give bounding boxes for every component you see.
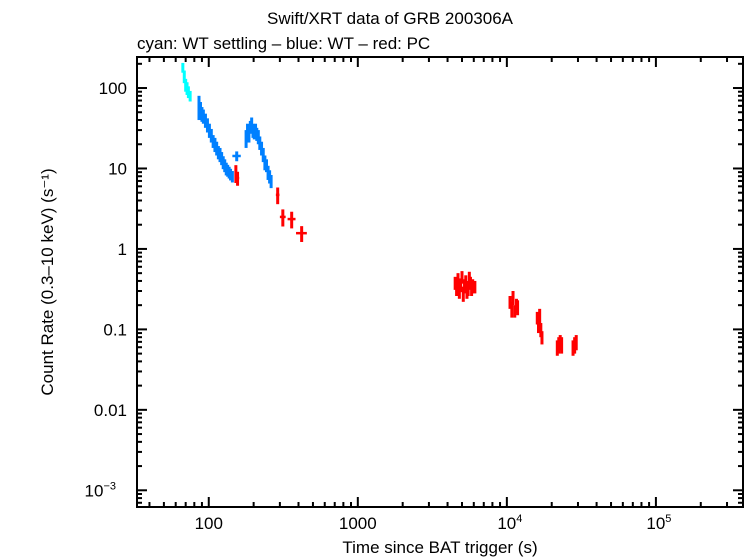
- y-tick-label: 10−3: [85, 480, 116, 500]
- data-point: [205, 118, 209, 133]
- y-tick-label: 1: [118, 240, 127, 259]
- data-point: [511, 291, 515, 306]
- data-point: [471, 279, 475, 294]
- x-tick-label: 100: [195, 514, 223, 533]
- data-point: [188, 90, 192, 102]
- data-marks: [181, 62, 578, 356]
- y-tick-label: 0.1: [103, 320, 127, 339]
- tick-labels: 100 1000 104 105 100 10 1 0.1 0.01 10−3: [85, 79, 672, 533]
- data-point: [540, 331, 544, 345]
- series-pc: [234, 165, 578, 356]
- x-tick-label: 1000: [339, 514, 377, 533]
- data-point: [516, 300, 520, 316]
- y-tick-label: 0.01: [94, 401, 127, 420]
- chart-title: Swift/XRT data of GRB 200306A: [267, 9, 514, 28]
- data-point: [473, 280, 477, 294]
- data-point: [211, 135, 215, 148]
- data-point: [456, 273, 460, 287]
- series-wt: [197, 95, 273, 189]
- data-point: [207, 123, 211, 138]
- data-point: [296, 226, 307, 242]
- plot-frame: [136, 56, 744, 508]
- data-point: [560, 337, 564, 354]
- data-point: [201, 109, 205, 124]
- series-wt-settling: [181, 62, 192, 102]
- data-point: [209, 128, 213, 143]
- data-point: [215, 141, 219, 156]
- axis-ticks: [137, 57, 743, 507]
- y-tick-label: 100: [99, 79, 127, 98]
- data-point: [235, 171, 240, 186]
- data-point: [574, 335, 578, 351]
- data-point: [275, 187, 280, 205]
- data-point: [287, 211, 296, 229]
- data-point: [232, 151, 241, 162]
- chart-subtitle: cyan: WT settling – blue: WT – red: PC: [137, 34, 430, 53]
- y-axis-label: Count Rate (0.3–10 keV) (s⁻¹): [38, 168, 57, 395]
- y-tick-label: 10: [108, 159, 127, 178]
- data-point: [460, 271, 464, 284]
- data-point: [213, 137, 217, 153]
- data-point: [203, 113, 207, 128]
- data-point: [279, 209, 286, 227]
- x-tick-label: 104: [497, 513, 522, 533]
- x-axis-label: Time since BAT trigger (s): [342, 538, 537, 557]
- x-tick-label: 105: [646, 513, 671, 533]
- data-point: [538, 308, 542, 324]
